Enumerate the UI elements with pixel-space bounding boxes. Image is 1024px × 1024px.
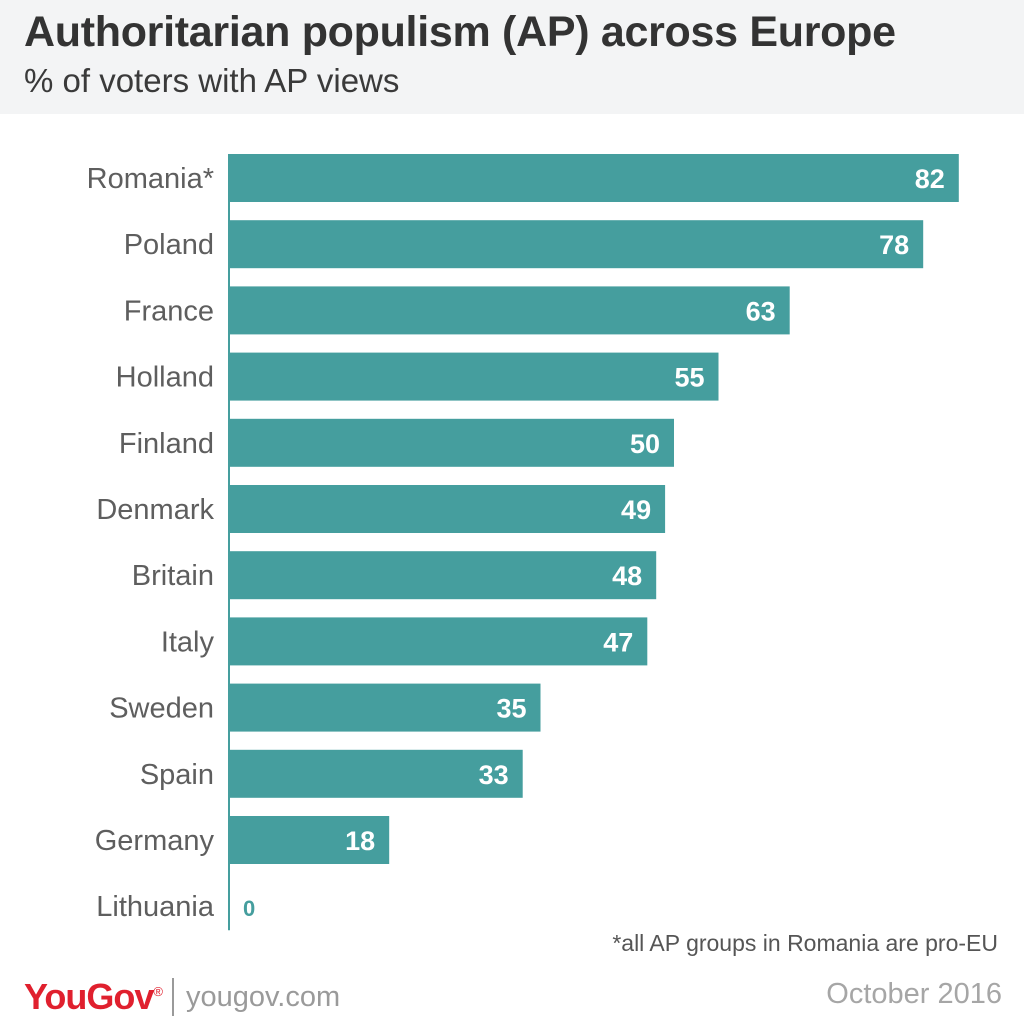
data-label: 0 — [243, 896, 255, 921]
bar — [229, 286, 790, 335]
bar — [229, 816, 390, 864]
category-label: Britain — [132, 560, 214, 592]
bar — [229, 154, 959, 202]
site-url: yougov.com — [185, 980, 341, 1013]
header-band: Authoritarian populism (AP) across Europ… — [0, 0, 1024, 114]
data-label: 33 — [479, 760, 509, 790]
bar — [229, 551, 657, 600]
data-label: 48 — [612, 561, 642, 591]
brand: YouGov® yougov.com — [24, 975, 340, 1019]
chart-subtitle: % of voters with AP views — [24, 62, 400, 99]
data-label: 82 — [915, 164, 945, 194]
data-label: 63 — [746, 296, 776, 326]
chart-title: Authoritarian populism (AP) across Europ… — [24, 8, 896, 56]
category-label: Lithuania — [96, 891, 215, 923]
category-label: Italy — [161, 626, 215, 658]
footer-divider — [171, 978, 174, 1016]
footnote: *all AP groups in Romania are pro-EU — [612, 930, 998, 956]
data-label: 35 — [496, 694, 526, 724]
category-label: Poland — [124, 229, 214, 261]
data-label: 47 — [603, 627, 633, 657]
data-label: 49 — [621, 495, 651, 525]
category-label: Sweden — [109, 693, 214, 725]
bar — [229, 617, 648, 666]
data-label: 18 — [345, 826, 375, 856]
category-label: Finland — [119, 428, 214, 460]
yougov-logo: YouGov® — [24, 976, 163, 1017]
bar — [229, 683, 541, 732]
data-label: 50 — [630, 429, 660, 459]
bar — [229, 418, 674, 467]
category-label: France — [124, 295, 214, 327]
publication-date: October 2016 — [826, 978, 1002, 1010]
data-label: 55 — [674, 363, 704, 393]
category-label: Denmark — [96, 494, 214, 526]
category-label: Germany — [95, 825, 215, 857]
category-label: Spain — [140, 759, 214, 791]
bar — [229, 352, 719, 401]
bar — [229, 220, 924, 269]
bar — [229, 485, 666, 533]
category-label: Romania* — [87, 163, 214, 195]
bar — [229, 749, 523, 798]
data-label: 78 — [879, 230, 909, 260]
category-label: Holland — [116, 362, 214, 394]
